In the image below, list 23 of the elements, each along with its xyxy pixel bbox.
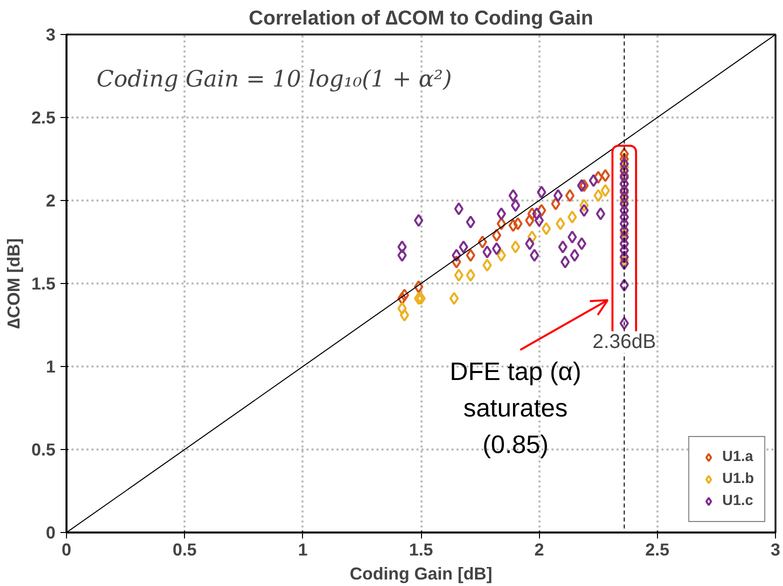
x-tick-label: 0.5: [172, 540, 198, 560]
x-tick-label: 0: [62, 540, 72, 560]
x-tick-label: 2.5: [645, 540, 670, 560]
ref-line-label: 2.36dB: [592, 331, 656, 354]
x-axis-title: Coding Gain [dB]: [350, 564, 492, 584]
y-tick-label: 0.5: [31, 440, 56, 460]
legend-label: U1.a: [722, 449, 754, 465]
annotation: DFE tap (α) saturates (0.85): [450, 358, 582, 459]
y-tick-label: 2.5: [31, 108, 56, 128]
y-tick-label: 3: [46, 24, 56, 44]
y-tick-label: 1: [46, 356, 56, 376]
chart-title: Correlation of ∆COM to Coding Gain: [248, 8, 594, 30]
annotation: Coding Gain = 10 log₁₀(1 + α²): [96, 66, 452, 92]
x-tick-label: 2: [534, 540, 544, 560]
x-tick-label: 1: [298, 540, 308, 560]
y-tick-label: 0: [46, 522, 56, 542]
legend-label: U1.c: [722, 493, 754, 509]
x-tick-label: 3: [770, 540, 781, 560]
y-tick-label: 1.5: [31, 274, 56, 294]
legend-label: U1.b: [722, 471, 754, 487]
y-tick-label: 2: [46, 190, 56, 210]
y-axis-title: ∆COM [dB]: [3, 238, 24, 329]
x-tick-label: 1.5: [408, 540, 434, 560]
